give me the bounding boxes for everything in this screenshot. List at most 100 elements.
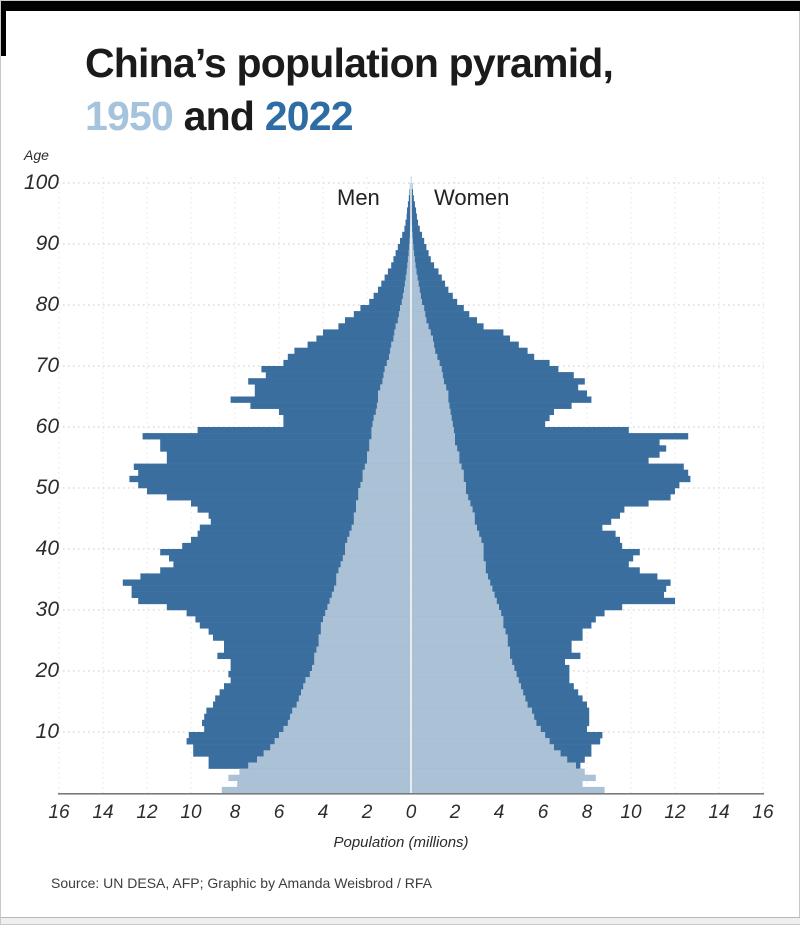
pyramid-bar bbox=[228, 775, 411, 781]
pyramid-bar bbox=[411, 586, 492, 592]
x-axis-tick-label: 10 bbox=[609, 802, 653, 824]
pyramid-bar bbox=[411, 281, 419, 287]
pyramid-bar bbox=[363, 476, 411, 482]
pyramid-bar bbox=[394, 329, 411, 335]
pyramid-bar bbox=[411, 415, 452, 421]
pyramid-bar bbox=[411, 500, 470, 506]
pyramid-bar bbox=[275, 738, 411, 744]
pyramid-bar bbox=[411, 567, 486, 573]
pyramid-bar bbox=[411, 598, 497, 604]
pyramid-bar bbox=[411, 506, 473, 512]
x-axis-tick-label: 10 bbox=[169, 802, 213, 824]
title-year-1950: 1950 bbox=[85, 93, 173, 139]
pyramid-bar bbox=[411, 287, 420, 293]
pyramid-bar bbox=[411, 268, 417, 274]
pyramid-bar bbox=[369, 439, 411, 445]
pyramid-bar bbox=[354, 512, 411, 518]
pyramid-bar bbox=[257, 756, 411, 762]
pyramid-bar bbox=[360, 482, 411, 488]
pyramid-bar bbox=[411, 512, 475, 518]
chart-title-line2: 1950 and 2022 bbox=[85, 90, 613, 143]
pyramid-bar bbox=[411, 781, 583, 787]
pyramid-bar bbox=[404, 287, 411, 293]
pyramid-bar bbox=[237, 781, 411, 787]
pyramid-bar bbox=[365, 464, 411, 470]
pyramid-bar bbox=[299, 695, 411, 701]
x-axis-tick-label: 16 bbox=[37, 802, 81, 824]
y-axis-tick-label: 40 bbox=[1, 537, 59, 561]
pyramid-bar bbox=[279, 732, 411, 738]
pyramid-bar bbox=[411, 275, 418, 281]
pyramid-bar bbox=[411, 329, 431, 335]
pyramid-bar bbox=[377, 403, 411, 409]
pyramid-bar bbox=[411, 653, 510, 659]
pyramid-bar bbox=[411, 634, 508, 640]
pyramid-bar bbox=[411, 421, 453, 427]
x-axis-tick-label: 2 bbox=[345, 802, 389, 824]
pyramid-bar bbox=[264, 750, 411, 756]
pyramid-bar bbox=[396, 323, 411, 329]
pyramid-bar bbox=[411, 720, 536, 726]
pyramid-bar bbox=[380, 384, 411, 390]
pyramid-bar bbox=[248, 763, 411, 769]
pyramid-bar bbox=[321, 622, 411, 628]
pyramid-bar bbox=[411, 488, 466, 494]
pyramid-bar bbox=[411, 470, 464, 476]
pyramid-bar bbox=[404, 226, 411, 232]
age-axis-title: Age bbox=[24, 147, 49, 163]
title-year-2022: 2022 bbox=[265, 93, 353, 139]
pyramid-bar bbox=[411, 348, 435, 354]
y-axis-tick-label: 100 bbox=[1, 171, 59, 195]
pyramid-bar bbox=[314, 653, 411, 659]
x-axis-tick-label: 4 bbox=[477, 802, 521, 824]
x-axis-tick-label: 14 bbox=[697, 802, 741, 824]
men-side-label: Men bbox=[337, 185, 380, 211]
source-credit: Source: UN DESA, AFP; Graphic by Amanda … bbox=[51, 875, 432, 891]
pyramid-bar bbox=[338, 567, 411, 573]
pyramid-bar bbox=[411, 622, 503, 628]
pyramid-bar bbox=[390, 348, 411, 354]
pyramid-bar bbox=[411, 299, 422, 305]
y-axis-tick-label: 70 bbox=[1, 354, 59, 378]
pyramid-bar bbox=[403, 293, 411, 299]
pyramid-bar bbox=[411, 641, 508, 647]
pyramid-bar bbox=[411, 708, 532, 714]
pyramid-bar bbox=[378, 390, 411, 396]
pyramid-bar bbox=[411, 726, 541, 732]
x-axis-title: Population (millions) bbox=[1, 834, 800, 851]
x-axis-tick-label: 8 bbox=[213, 802, 257, 824]
pyramid-bar bbox=[411, 659, 512, 665]
pyramid-bar bbox=[345, 549, 411, 555]
pyramid-bar bbox=[411, 409, 451, 415]
pyramid-bar bbox=[358, 488, 411, 494]
pyramid-bar bbox=[411, 354, 437, 360]
pyramid-bar bbox=[411, 439, 455, 445]
pyramid-bar bbox=[376, 409, 411, 415]
pyramid-bar bbox=[352, 525, 411, 531]
pyramid-bar bbox=[288, 720, 411, 726]
women-side-label: Women bbox=[434, 185, 509, 211]
pyramid-bar bbox=[400, 305, 411, 311]
pyramid-bar bbox=[411, 433, 455, 439]
pyramid-bar bbox=[283, 726, 411, 732]
pyramid-bar bbox=[411, 616, 503, 622]
pyramid-bar bbox=[319, 641, 411, 647]
pyramid-bar bbox=[336, 573, 411, 579]
pyramid-bar bbox=[378, 397, 411, 403]
pyramid-bar bbox=[222, 787, 411, 793]
y-axis-tick-label: 60 bbox=[1, 415, 59, 439]
pyramid-bar bbox=[292, 708, 411, 714]
pyramid-bar bbox=[319, 634, 411, 640]
pyramid-bar bbox=[411, 220, 418, 226]
pyramid-bar bbox=[402, 299, 411, 305]
pyramid-bar bbox=[367, 458, 411, 464]
title-conjunction: and bbox=[184, 93, 255, 139]
pyramid-bar bbox=[411, 671, 517, 677]
bottom-border-strip bbox=[1, 917, 800, 924]
pyramid-bar bbox=[325, 610, 411, 616]
pyramid-bar bbox=[411, 750, 561, 756]
pyramid-bar bbox=[411, 390, 448, 396]
pyramid-bar bbox=[367, 451, 411, 457]
x-axis-tick-label: 4 bbox=[301, 802, 345, 824]
